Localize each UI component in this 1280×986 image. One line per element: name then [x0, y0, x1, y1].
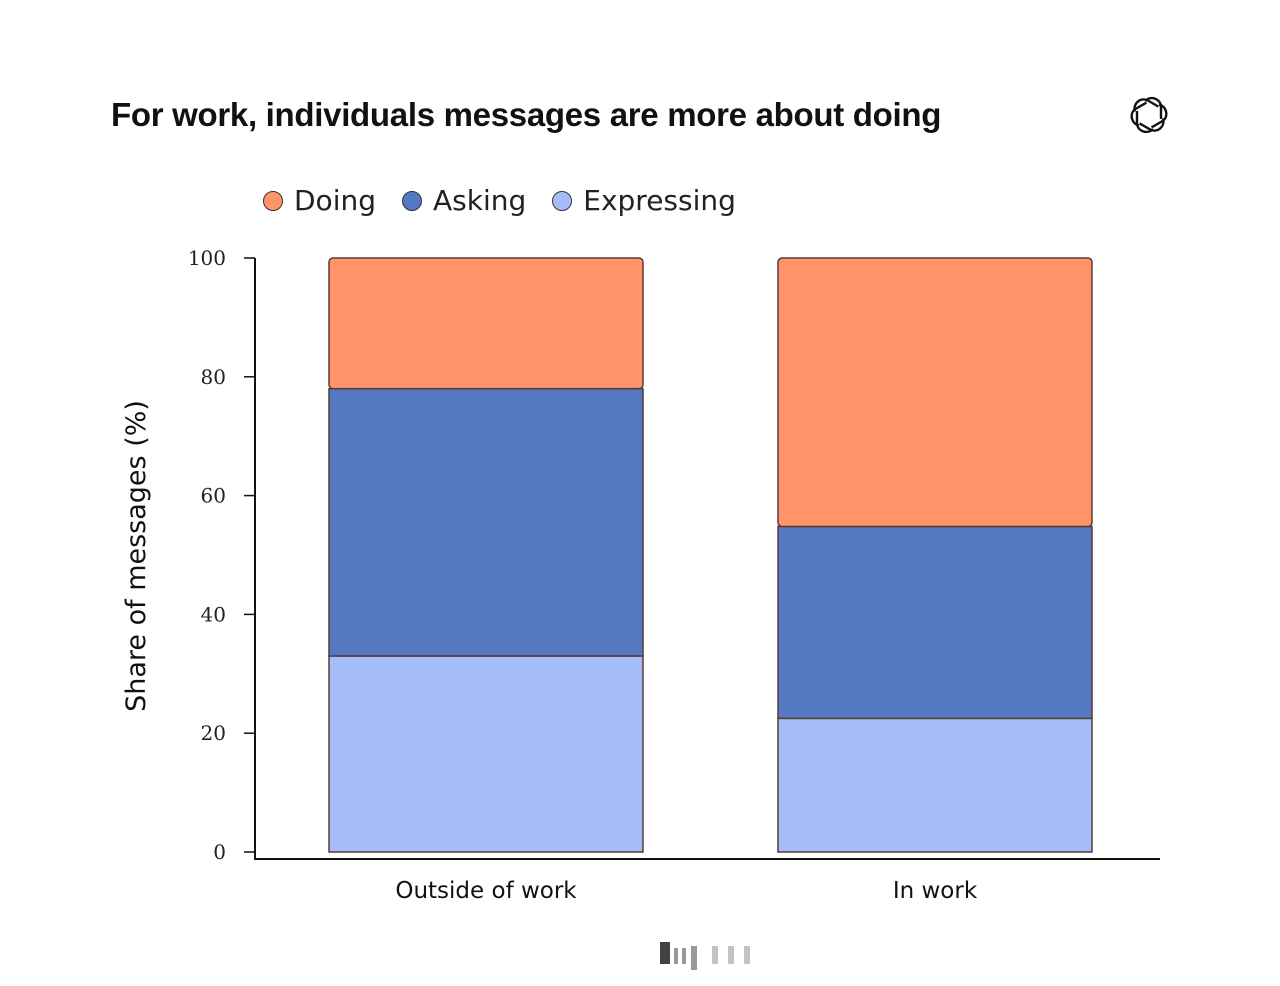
watermark-mark [660, 942, 750, 970]
legend-label-doing: Doing [294, 184, 376, 217]
x-tick-label: In work [893, 878, 978, 904]
y-tick-label: 0 [213, 840, 226, 864]
legend-item-asking: Asking [402, 184, 526, 217]
x-tick-label: Outside of work [395, 878, 577, 904]
y-tick-label: 100 [188, 246, 226, 270]
legend-label-expressing: Expressing [583, 184, 736, 217]
legend-swatch-doing [263, 190, 283, 211]
y-ticks-group: 0 20 40 60 80 100 [188, 246, 255, 864]
legend-swatch-expressing [552, 190, 573, 211]
legend-swatch-asking [402, 190, 422, 211]
bar-asking-outside-of-work [328, 387, 644, 657]
chart-title: For work, individuals messages are more … [111, 96, 942, 133]
openai-logo-icon [1130, 96, 1168, 134]
legend-label-asking: Asking [433, 184, 527, 217]
bar-expressing-outside-of-work [328, 655, 644, 853]
bar-asking-in-work [777, 525, 1093, 720]
y-tick-label: 20 [201, 721, 226, 745]
y-axis-label: Share of messages (%) [121, 400, 152, 712]
legend-item-expressing: Expressing [552, 184, 736, 217]
bar-doing-outside-of-work [328, 257, 644, 390]
y-tick-label: 60 [201, 484, 226, 508]
bar-expressing-in-work [777, 717, 1093, 853]
y-tick-label: 40 [201, 602, 226, 626]
bar-doing-in-work [777, 257, 1093, 528]
chart-legend: Doing Asking Expressing [263, 184, 762, 217]
y-tick-label: 80 [201, 365, 226, 389]
x-labels-group: Outside of work In work [395, 878, 977, 904]
legend-item-doing: Doing [263, 184, 376, 217]
bars-group [328, 257, 1093, 853]
